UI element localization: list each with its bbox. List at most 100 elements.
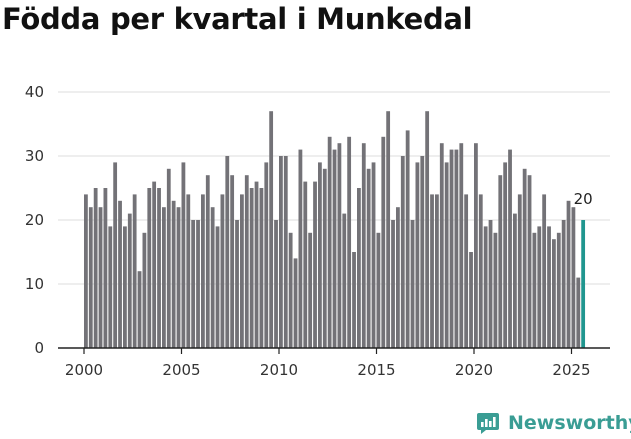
bar <box>410 220 415 348</box>
bar <box>127 213 132 348</box>
bar <box>264 162 269 348</box>
bar <box>396 207 400 348</box>
bar <box>474 143 478 348</box>
bar <box>147 188 152 348</box>
bar <box>469 252 473 348</box>
bar <box>478 194 483 348</box>
bar <box>327 136 332 348</box>
bar <box>318 162 322 348</box>
bar <box>376 232 381 348</box>
bar <box>220 194 225 348</box>
bar <box>269 111 274 348</box>
chart-title: Födda per kvartal i Munkedal <box>2 2 473 36</box>
bar <box>137 271 142 348</box>
bar <box>254 181 259 348</box>
bar <box>225 156 230 348</box>
bar <box>439 143 444 348</box>
bar <box>103 188 108 348</box>
bar <box>113 162 118 348</box>
bar <box>449 149 454 348</box>
bar <box>361 143 366 348</box>
bar <box>244 175 249 348</box>
bar <box>556 232 561 348</box>
x-tick-label: 2000 <box>65 361 103 379</box>
bar <box>532 232 537 348</box>
bar <box>84 194 88 348</box>
bar <box>425 111 430 348</box>
bar <box>552 239 556 348</box>
bar <box>542 194 547 348</box>
bar <box>240 194 244 348</box>
bar <box>152 181 157 348</box>
bar <box>166 168 171 348</box>
bar <box>249 188 254 348</box>
bar <box>93 188 98 348</box>
bar <box>293 258 298 348</box>
bar <box>142 232 147 348</box>
bar <box>386 111 391 348</box>
y-tick-label: 30 <box>25 147 44 165</box>
x-tick-label: 2005 <box>162 361 200 379</box>
bar <box>196 220 200 348</box>
highlight-data-label: 20 <box>574 190 593 208</box>
bar <box>342 213 347 348</box>
bar <box>454 149 459 348</box>
bar <box>210 207 215 348</box>
bar <box>366 168 371 348</box>
bar <box>498 175 503 348</box>
brand-name: Newsworthy <box>508 412 631 434</box>
newsworthy-logo: Newsworthy <box>476 408 631 438</box>
bar <box>493 232 498 348</box>
bar <box>459 143 464 348</box>
bar-chart: 0 10 20 30 40 20 2000 2005 2010 2015 2020 2025 <box>25 83 610 379</box>
bar <box>503 162 508 348</box>
bar <box>171 200 176 348</box>
y-tick-label: 10 <box>25 275 44 293</box>
bar <box>303 181 308 348</box>
bar <box>537 226 542 348</box>
bar <box>215 226 220 348</box>
bar-highlight <box>581 220 586 348</box>
labels: 0 10 20 30 40 20 2000 2005 2010 2015 2020 2025 <box>25 83 593 379</box>
bar <box>513 213 517 348</box>
bar <box>157 188 161 348</box>
bar <box>191 220 196 348</box>
bar <box>88 207 93 348</box>
bar <box>415 162 420 348</box>
bar <box>98 207 103 348</box>
bar <box>352 252 356 348</box>
bar <box>205 175 210 348</box>
bar <box>420 156 425 348</box>
bar <box>322 168 327 348</box>
bar <box>430 194 434 348</box>
bar <box>517 194 522 348</box>
bars <box>84 111 586 348</box>
bar <box>123 226 127 348</box>
bar <box>332 149 337 348</box>
y-tick-label: 0 <box>34 339 44 357</box>
bar <box>308 232 313 348</box>
bar <box>435 194 439 348</box>
bar <box>391 220 395 348</box>
x-tick-label: 2020 <box>455 361 493 379</box>
bar <box>259 188 264 348</box>
bar <box>108 226 113 348</box>
bar <box>357 188 361 348</box>
bar <box>527 175 532 348</box>
bar <box>181 162 186 348</box>
bar <box>230 175 235 348</box>
bar <box>118 200 122 348</box>
bar <box>132 194 137 348</box>
bar <box>444 162 449 348</box>
bar <box>405 130 410 348</box>
bar <box>283 156 288 348</box>
bar <box>547 226 551 348</box>
bar <box>488 220 493 348</box>
y-tick-label: 40 <box>25 83 44 101</box>
x-tick-label: 2010 <box>260 361 298 379</box>
bar <box>371 162 376 348</box>
bar <box>176 207 181 348</box>
bar <box>313 181 317 348</box>
bar <box>508 149 512 348</box>
bar <box>566 200 571 348</box>
